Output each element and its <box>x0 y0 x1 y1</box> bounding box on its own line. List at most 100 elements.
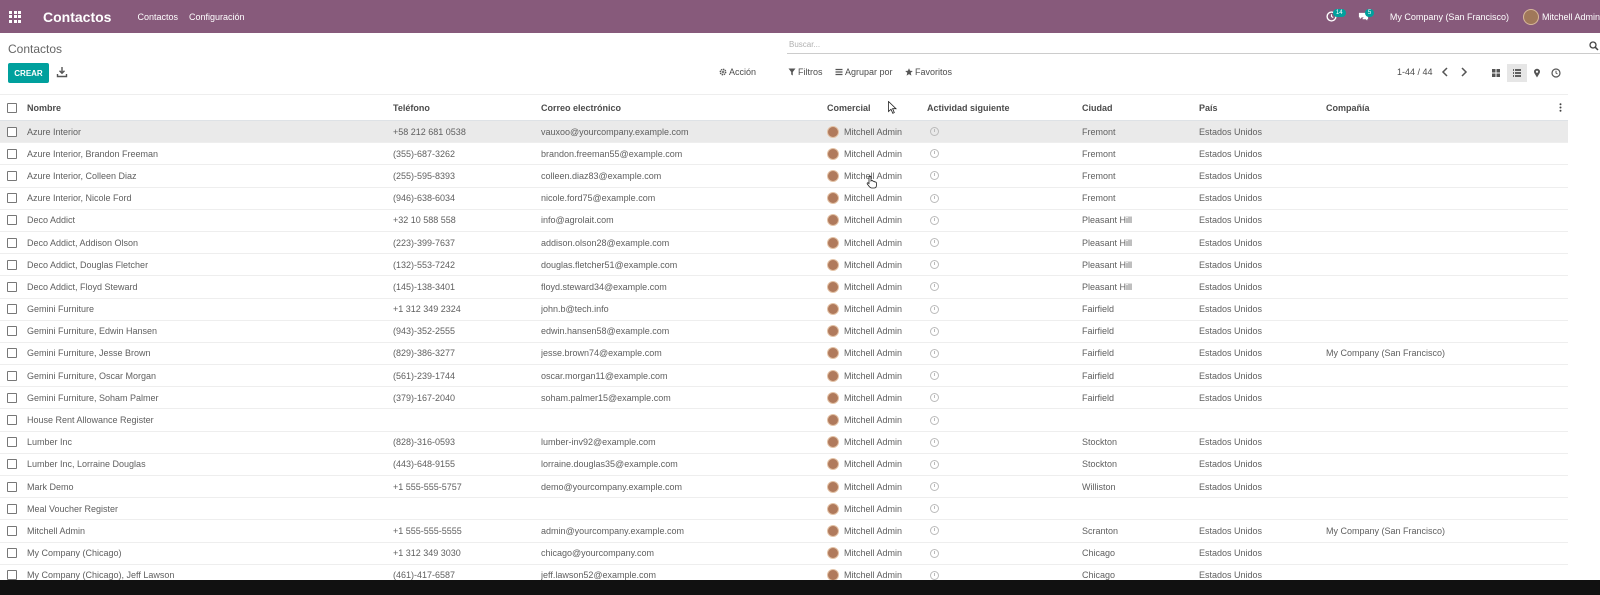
cell-activity[interactable] <box>927 276 1077 297</box>
row-checkbox[interactable] <box>7 476 19 497</box>
app-title[interactable]: Contactos <box>43 8 112 25</box>
table-row[interactable]: Gemini Furniture, Jesse Brown (829)-386-3… <box>0 343 1568 366</box>
activity-clock-icon[interactable] <box>930 149 939 159</box>
optional-columns-icon[interactable] <box>1555 95 1565 120</box>
cell-activity[interactable] <box>927 432 1077 453</box>
row-checkbox[interactable] <box>7 321 19 342</box>
cell-activity[interactable] <box>927 387 1077 408</box>
table-row[interactable]: Deco Addict, Douglas Fletcher (132)-553-7… <box>0 254 1568 277</box>
activity-clock-icon[interactable] <box>930 171 939 181</box>
row-checkbox[interactable] <box>7 409 19 430</box>
action-dropdown[interactable]: Acción <box>719 67 756 77</box>
activity-clock-icon[interactable] <box>930 504 939 514</box>
row-checkbox[interactable] <box>7 165 19 186</box>
search-input[interactable] <box>787 40 1547 49</box>
cell-activity[interactable] <box>927 210 1077 231</box>
activity-clock-icon[interactable] <box>930 238 939 248</box>
row-checkbox[interactable] <box>7 276 19 297</box>
user-menu[interactable]: Mitchell Admin <box>1522 8 1600 25</box>
row-checkbox[interactable] <box>7 121 19 142</box>
cell-activity[interactable] <box>927 165 1077 186</box>
column-header-city[interactable]: Ciudad <box>1082 102 1113 113</box>
row-checkbox[interactable] <box>7 565 19 586</box>
column-header-name[interactable]: Nombre <box>27 102 62 113</box>
activity-clock-icon[interactable] <box>930 526 939 536</box>
chevron-left-icon[interactable] <box>1440 66 1450 78</box>
activity-clock-icon[interactable] <box>930 282 939 292</box>
table-row[interactable]: Gemini Furniture +1 312 349 2324 john.b@te… <box>0 299 1568 321</box>
list-view-button[interactable] <box>1507 64 1527 82</box>
activity-clock-icon[interactable] <box>930 393 939 403</box>
create-button[interactable]: CREAR <box>8 63 49 83</box>
activity-clock-icon[interactable] <box>930 127 939 137</box>
cell-activity[interactable] <box>927 232 1077 253</box>
row-checkbox[interactable] <box>7 232 19 253</box>
activity-clock-icon[interactable] <box>930 348 939 358</box>
cell-activity[interactable] <box>927 454 1077 475</box>
table-row[interactable]: Deco Addict +32 10 588 558 info@agrolait.c… <box>0 210 1568 232</box>
favorites-dropdown[interactable]: Favoritos <box>905 67 952 77</box>
cell-activity[interactable] <box>927 188 1077 209</box>
cell-activity[interactable] <box>927 143 1077 164</box>
activity-clock-icon[interactable] <box>930 415 939 425</box>
activity-clock-icon[interactable] <box>930 326 939 336</box>
cell-activity[interactable] <box>927 409 1077 430</box>
cell-activity[interactable] <box>927 476 1077 497</box>
column-header-country[interactable]: País <box>1199 102 1218 113</box>
activity-view-button[interactable] <box>1546 64 1566 82</box>
column-header-salesperson[interactable]: Comercial <box>827 102 871 113</box>
row-checkbox[interactable] <box>7 254 19 275</box>
table-row[interactable]: Mark Demo +1 555-555-5757 demo@yourcompany… <box>0 476 1568 499</box>
row-checkbox[interactable] <box>7 210 19 231</box>
row-checkbox[interactable] <box>7 299 19 320</box>
row-checkbox[interactable] <box>7 520 19 541</box>
table-row[interactable]: Azure Interior, Brandon Freeman (355)-687… <box>0 143 1568 166</box>
pager-value[interactable]: 1-44 / 44 <box>1397 67 1433 77</box>
cell-activity[interactable] <box>927 121 1077 142</box>
map-view-button[interactable] <box>1527 64 1547 82</box>
table-row[interactable]: Azure Interior, Nicole Ford (946)-638-603… <box>0 188 1568 210</box>
messaging-menu[interactable]: 5 <box>1354 0 1375 33</box>
company-switcher[interactable]: My Company (San Francisco) <box>1389 11 1509 22</box>
activity-clock-icon[interactable] <box>930 193 939 203</box>
cell-activity[interactable] <box>927 365 1077 386</box>
menu-configuracion[interactable]: Configuración <box>188 11 245 22</box>
column-header-email[interactable]: Correo electrónico <box>541 102 622 113</box>
activity-clock-icon[interactable] <box>930 482 939 492</box>
cell-activity[interactable] <box>927 343 1077 364</box>
column-header-phone[interactable]: Teléfono <box>393 102 430 113</box>
menu-contactos[interactable]: Contactos <box>137 11 178 22</box>
table-row[interactable]: Deco Addict, Floyd Steward (145)-138-3401… <box>0 276 1568 299</box>
cell-activity[interactable] <box>927 254 1077 275</box>
table-row[interactable]: Gemini Furniture, Soham Palmer (379)-167-… <box>0 387 1568 410</box>
activity-menu[interactable]: 14 <box>1322 0 1346 33</box>
row-checkbox[interactable] <box>7 432 19 453</box>
activity-clock-icon[interactable] <box>930 570 939 580</box>
activity-clock-icon[interactable] <box>930 459 939 469</box>
table-row[interactable]: Deco Addict, Addison Olson (223)-399-7637… <box>0 232 1568 255</box>
cell-activity[interactable] <box>927 299 1077 320</box>
table-row[interactable]: Azure Interior, Colleen Diaz (255)-595-83… <box>0 165 1568 188</box>
table-row[interactable]: Mitchell Admin +1 555-555-5555 admin@yourc… <box>0 520 1568 543</box>
row-checkbox[interactable] <box>7 454 19 475</box>
cell-activity[interactable] <box>927 498 1077 519</box>
table-row[interactable]: Meal Voucher Register Mitchell Admin <box>0 498 1568 521</box>
cell-activity[interactable] <box>927 543 1077 564</box>
table-row[interactable]: Gemini Furniture, Oscar Morgan (561)-239-… <box>0 365 1568 388</box>
filters-dropdown[interactable]: Filtros <box>788 67 823 77</box>
table-row[interactable]: Lumber Inc, Lorraine Douglas (443)-648-91… <box>0 454 1568 476</box>
table-row[interactable]: Azure Interior +58 212 681 0538 vauxoo@you… <box>0 121 1568 144</box>
chevron-right-icon[interactable] <box>1459 66 1469 78</box>
column-header-company[interactable]: Compañía <box>1326 102 1370 113</box>
apps-menu-icon[interactable] <box>0 0 30 33</box>
table-row[interactable]: House Rent Allowance Register Mitchell Ad… <box>0 409 1568 432</box>
select-all-checkbox[interactable] <box>7 95 19 120</box>
groupby-dropdown[interactable]: Agrupar por <box>835 67 893 77</box>
row-checkbox[interactable] <box>7 188 19 209</box>
activity-clock-icon[interactable] <box>930 260 939 270</box>
activity-clock-icon[interactable] <box>930 548 939 558</box>
row-checkbox[interactable] <box>7 365 19 386</box>
activity-clock-icon[interactable] <box>930 304 939 314</box>
activity-clock-icon[interactable] <box>930 437 939 447</box>
row-checkbox[interactable] <box>7 498 19 519</box>
